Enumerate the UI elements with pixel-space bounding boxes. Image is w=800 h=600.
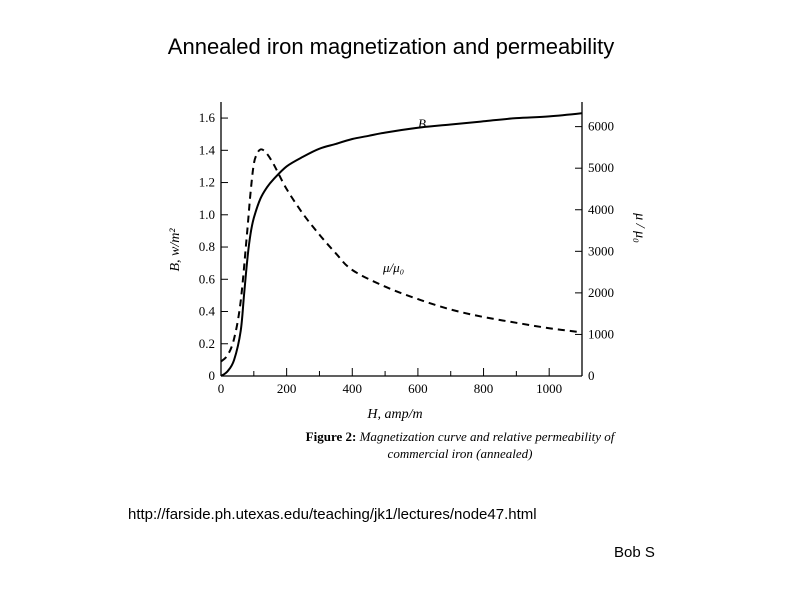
- y-tick-label: 1.0: [199, 207, 215, 222]
- y2-tick-label: 4000: [588, 202, 614, 217]
- y-tick-label: 0.4: [199, 304, 216, 319]
- series-line-mu: [220, 148, 583, 363]
- source-url[interactable]: http://farside.ph.utexas.edu/teaching/jk…: [128, 506, 537, 523]
- y-tick-label: 1.2: [199, 175, 215, 190]
- figure-caption: Figure 2: Magnetization curve and relati…: [280, 428, 640, 462]
- y2-axis-title: μ / μ₀: [632, 212, 647, 243]
- y2-tick-label: 2000: [588, 285, 614, 300]
- series-label-mu: μ/μ₀: [382, 260, 404, 275]
- y2-tick-label: 0: [588, 368, 595, 383]
- x-tick-label: 0: [218, 381, 225, 396]
- y-tick-label: 0.6: [199, 271, 216, 286]
- x-tick-label: 1000: [536, 381, 562, 396]
- axes: [220, 102, 583, 377]
- y-tick-label: 0.2: [199, 336, 215, 351]
- y2-tick-label: 3000: [588, 243, 614, 258]
- x-tick-label: 600: [408, 381, 428, 396]
- series-line-b: [220, 112, 583, 377]
- series-label-b: B: [418, 116, 426, 131]
- x-axis-symbol: H: [366, 407, 378, 422]
- y-axis-symbol: B: [168, 263, 183, 272]
- x-tick-label: 800: [474, 381, 494, 396]
- x-tick-label: 200: [277, 381, 297, 396]
- y2-tick-label: 6000: [588, 119, 614, 134]
- y-axis-unit: , w/m²: [168, 228, 183, 263]
- x-tick-label: 400: [343, 381, 363, 396]
- y-tick-label: 1.4: [199, 142, 216, 157]
- y2-tick-label: 1000: [588, 326, 614, 341]
- caption-prefix: Figure 2:: [305, 429, 357, 444]
- y-tick-label: 0.8: [199, 239, 215, 254]
- tick-marks: [220, 117, 583, 377]
- series-lines: [220, 112, 583, 377]
- x-axis-title: H, amp/m: [366, 407, 422, 422]
- y-tick-label: 0: [209, 368, 216, 383]
- tick-labels: 0 200 400 600 800 1000 0 0.2 0.4 0.6 0.8 1.0 1.2 1.4 1…: [199, 110, 614, 396]
- y-axis-title: B, w/m²: [168, 228, 183, 272]
- y2-tick-label: 5000: [588, 160, 614, 175]
- caption-text: Magnetization curve and relative permeab…: [359, 429, 615, 461]
- y-tick-label: 1.6: [199, 110, 216, 125]
- x-axis-unit: , amp/m: [378, 407, 423, 422]
- slide-title: Annealed iron magnetization and permeabi…: [167, 34, 615, 59]
- author-credit: Bob S: [614, 544, 655, 561]
